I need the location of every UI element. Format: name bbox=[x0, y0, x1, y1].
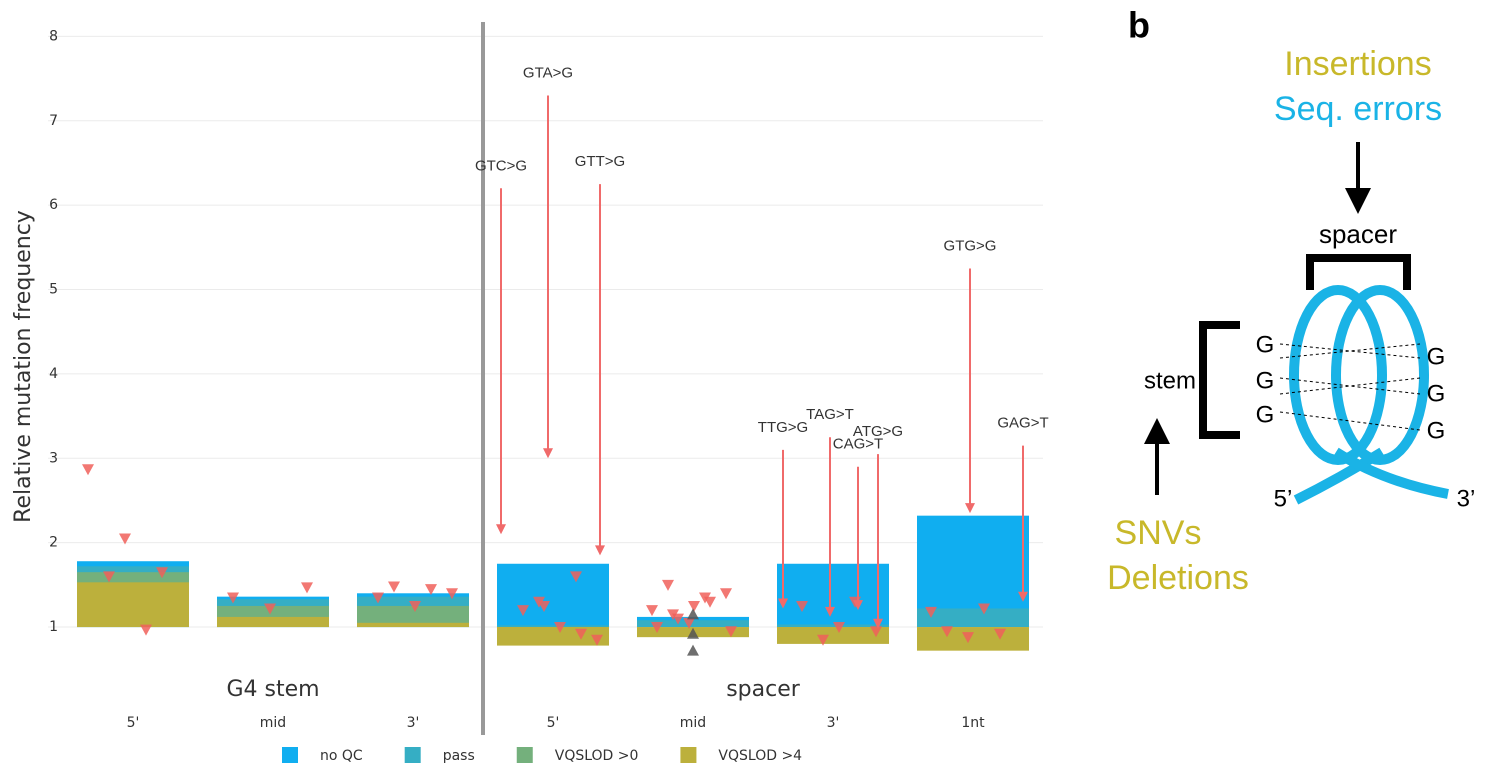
y-tick-label: 1 bbox=[49, 619, 58, 635]
arrow-label: TAG>T bbox=[806, 406, 854, 423]
x-tick-label: mid bbox=[680, 715, 706, 731]
legend-label: VQSLOD >0 bbox=[555, 748, 639, 764]
legend-swatch bbox=[680, 747, 696, 763]
arrow-label: TTG>G bbox=[758, 419, 808, 436]
arrow-head bbox=[965, 503, 975, 513]
x-tick-label: 5' bbox=[127, 715, 140, 731]
arrow-head bbox=[1345, 188, 1371, 214]
arrow-label: GTG>G bbox=[944, 237, 997, 254]
y-tick-label: 7 bbox=[49, 113, 58, 129]
x-tick-label: 3' bbox=[827, 715, 840, 731]
bar bbox=[917, 627, 1029, 651]
g-label: G bbox=[1256, 401, 1275, 428]
y-tick-label: 3 bbox=[49, 450, 58, 466]
bar bbox=[77, 582, 189, 627]
group-label: spacer bbox=[726, 677, 801, 702]
g-label: G bbox=[1256, 367, 1275, 394]
x-tick-label: mid bbox=[260, 715, 286, 731]
g-label: G bbox=[1427, 380, 1446, 407]
deletions-label: Deletions bbox=[1107, 559, 1249, 597]
y-tick-label: 6 bbox=[49, 197, 58, 213]
marker bbox=[687, 645, 699, 656]
arrow-label: GTA>G bbox=[523, 64, 573, 81]
marker bbox=[646, 605, 658, 616]
bar bbox=[357, 623, 469, 627]
bar bbox=[217, 617, 329, 627]
stem-label: stem bbox=[1144, 367, 1196, 394]
y-tick-label: 2 bbox=[49, 535, 58, 551]
g-label: G bbox=[1256, 331, 1275, 358]
bar bbox=[497, 564, 609, 627]
panel-b: b Insertions Seq. errors spacer stem G G… bbox=[1107, 5, 1475, 597]
legend-label: no QC bbox=[320, 748, 363, 764]
arrow-label: GTT>G bbox=[575, 153, 625, 170]
y-axis-title: Relative mutation frequency bbox=[11, 210, 36, 523]
bar bbox=[497, 625, 609, 627]
arrow-head bbox=[595, 545, 605, 555]
x-tick-label: 1nt bbox=[961, 715, 985, 731]
snvs-label: SNVs bbox=[1115, 514, 1202, 552]
legend-swatch bbox=[405, 747, 421, 763]
marker bbox=[82, 464, 94, 475]
arrow-head bbox=[1144, 418, 1170, 444]
marker bbox=[720, 588, 732, 599]
marker bbox=[301, 582, 313, 593]
arrow-head bbox=[496, 524, 506, 534]
stem-bracket bbox=[1203, 325, 1240, 435]
group-label: G4 stem bbox=[226, 677, 319, 702]
bar bbox=[777, 564, 889, 627]
panel-a: 1 2 3 4 5 6 7 8 Relative mutation frequency GTC>G… bbox=[11, 22, 1049, 764]
legend-swatch bbox=[282, 747, 298, 763]
legend-swatch bbox=[517, 747, 533, 763]
panel-label: b bbox=[1128, 5, 1150, 46]
spacer-bracket bbox=[1310, 258, 1407, 290]
y-tick-label: 8 bbox=[49, 28, 58, 44]
insertions-label: Insertions bbox=[1284, 45, 1431, 83]
spacer-label: spacer bbox=[1319, 219, 1397, 249]
g-label: G bbox=[1427, 417, 1446, 444]
seq-errors-label: Seq. errors bbox=[1274, 90, 1442, 128]
arrow-head bbox=[543, 448, 553, 458]
x-tick-label: 3' bbox=[407, 715, 420, 731]
x-tick-label: 5' bbox=[547, 715, 560, 731]
marker bbox=[687, 608, 699, 619]
marker bbox=[704, 597, 716, 608]
marker bbox=[140, 625, 152, 636]
arrow-label: GTC>G bbox=[475, 157, 527, 174]
three-prime: 3’ bbox=[1457, 485, 1476, 512]
figure: 1 2 3 4 5 6 7 8 Relative mutation frequency GTC>G… bbox=[0, 0, 1488, 768]
arrow-label: CAG>T bbox=[833, 436, 883, 453]
marker bbox=[388, 582, 400, 593]
legend-label: pass bbox=[443, 748, 475, 764]
legend-label: VQSLOD >4 bbox=[718, 748, 802, 764]
five-prime: 5’ bbox=[1274, 485, 1293, 512]
g-label: G bbox=[1427, 343, 1446, 370]
arrow-label: GAG>T bbox=[997, 415, 1048, 432]
marker bbox=[662, 580, 674, 591]
y-tick-label: 5 bbox=[49, 282, 58, 298]
y-tick-label: 4 bbox=[49, 366, 58, 382]
